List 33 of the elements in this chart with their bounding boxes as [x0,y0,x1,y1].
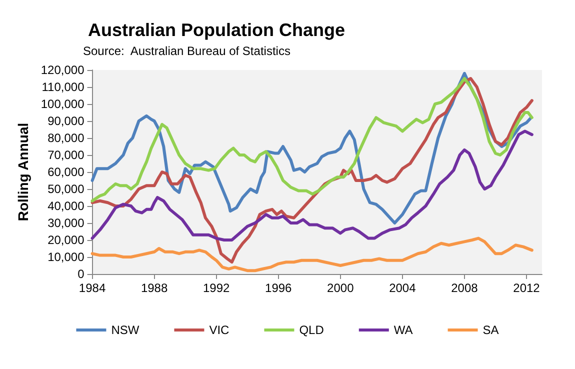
legend-label: VIC [209,323,230,337]
y-tick-label: 50,000 [48,182,85,196]
y-tick-label: 40,000 [48,199,85,213]
line-series [90,236,534,272]
y-tick-label: 120,000 [40,63,85,77]
x-tick-label: 1984 [78,281,106,295]
x-tick-label: 2012 [513,281,540,295]
chart-title: Australian Population Change [88,20,346,40]
x-tick-label: 2000 [327,281,354,295]
line-series [90,77,534,264]
y-tick-label: 30,000 [48,216,85,230]
y-tick-label: 110,000 [42,80,85,94]
y-tick-label: 60,000 [48,165,85,179]
legend-label: QLD [299,323,324,337]
y-tick-label: 0 [78,267,85,281]
y-tick-label: 100,000 [40,97,85,111]
y-tick-label: 80,000 [48,131,85,145]
y-tick-label: 70,000 [48,148,85,162]
x-tick-label: 1992 [202,281,230,295]
source-note: Source: Australian Bureau of Statistics [83,44,290,58]
line-series [90,130,534,242]
y-tick-label: 90,000 [48,114,85,128]
x-tick-label: 2008 [451,281,478,295]
legend-label: NSW [111,323,140,337]
x-tick-label: 1996 [265,281,292,295]
legend-label: WA [394,323,413,337]
legend-label: SA [482,323,499,337]
x-tick-label: 2004 [389,281,416,295]
y-tick-label: 10,000 [48,250,85,264]
line-series [90,77,534,202]
x-tick-label: 1988 [140,281,168,295]
y-tick-label: 20,000 [48,233,85,247]
y-axis-title: Rolling Annual [15,122,31,222]
